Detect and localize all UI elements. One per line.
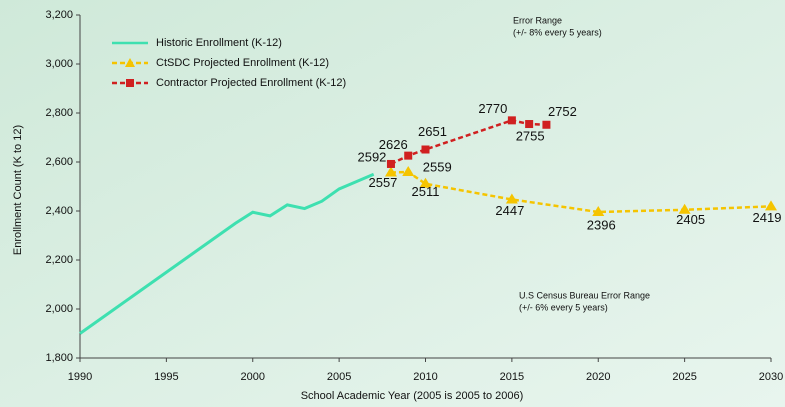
y-axis-label: Enrollment Count (K to 12)	[12, 125, 24, 255]
data-label: 2752	[548, 104, 577, 119]
marker	[542, 120, 551, 129]
marker	[402, 166, 415, 177]
annotation: (+/- 6% every 5 years)	[519, 302, 608, 312]
data-label: 2626	[379, 137, 408, 152]
series-line	[390, 119, 547, 166]
marker	[384, 166, 397, 177]
marker	[507, 116, 516, 125]
x-tick-label: 2000	[241, 371, 265, 383]
y-tick-label: 3,000	[45, 58, 73, 70]
data-label: 2447	[495, 203, 524, 218]
y-tick-label: 2,200	[45, 254, 73, 266]
x-tick-label: 2025	[672, 371, 696, 383]
x-tick-label: 1990	[68, 371, 92, 383]
y-tick-label: 1,800	[45, 352, 73, 364]
marker	[678, 203, 691, 214]
x-tick-label: 2005	[327, 371, 351, 383]
x-tick-label: 2030	[759, 371, 783, 383]
data-label: 2557	[368, 175, 397, 190]
marker	[765, 200, 777, 211]
x-axis-label: School Academic Year (2005 is 2005 to 20…	[301, 390, 524, 402]
legend-marker	[125, 58, 135, 67]
marker	[525, 120, 534, 129]
marker	[592, 205, 605, 216]
data-label: 2511	[412, 184, 440, 199]
x-tick-label: 2015	[500, 371, 524, 383]
data-label: 2755	[516, 128, 545, 143]
series-line	[79, 172, 375, 335]
legend-label: CtSDC Projected Enrollment (K-12)	[156, 57, 329, 69]
marker	[404, 151, 413, 160]
y-tick-label: 2,800	[45, 107, 73, 119]
x-tick-label: 2020	[586, 371, 610, 383]
x-tick-label: 2010	[413, 371, 437, 383]
legend-label: Historic Enrollment (K-12)	[156, 37, 282, 49]
data-label: 2419	[753, 210, 782, 225]
legend-label: Contractor Projected Enrollment (K-12)	[156, 77, 346, 89]
y-tick-label: 2,400	[45, 205, 73, 217]
data-label: 2770	[478, 101, 507, 116]
y-tick-label: 2,000	[45, 303, 73, 315]
data-label: 2592	[357, 149, 386, 164]
y-tick-label: 2,600	[45, 156, 73, 168]
marker	[386, 159, 395, 168]
data-label: 2396	[587, 217, 616, 232]
annotation: U.S Census Bureau Error Range	[519, 290, 650, 300]
data-label: 2559	[423, 159, 452, 174]
data-label: 2405	[676, 212, 705, 227]
marker	[421, 145, 430, 154]
annotation: (+/- 8% every 5 years)	[513, 27, 602, 37]
x-tick-label: 1995	[154, 371, 178, 383]
marker	[505, 193, 518, 204]
y-tick-label: 3,200	[45, 9, 73, 21]
annotation: Error Range	[513, 15, 562, 25]
data-label: 2651	[418, 124, 447, 139]
marker	[419, 177, 432, 188]
legend-marker	[126, 79, 134, 87]
